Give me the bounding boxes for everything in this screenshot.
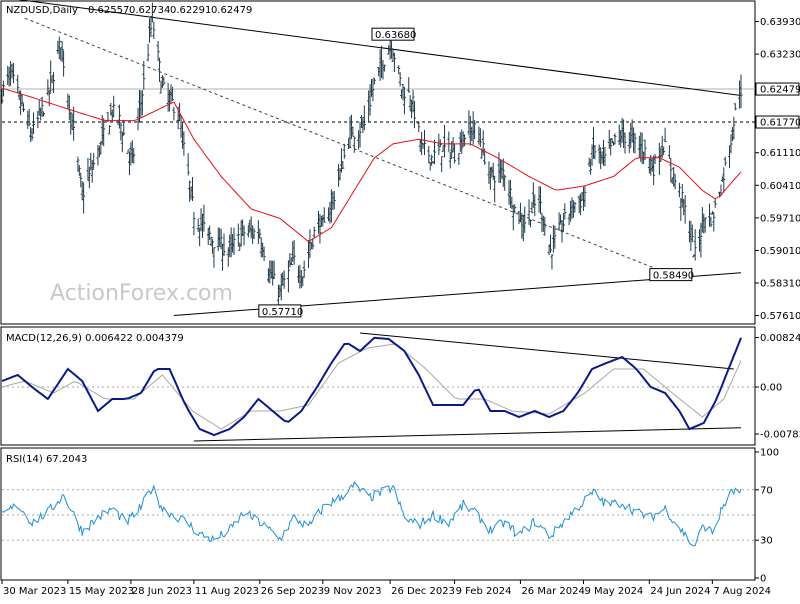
price-tick-6: 0.59710 [760, 213, 800, 224]
annotation-label-2: 0.58490 [653, 271, 694, 282]
price-tick-0: 0.63930 [760, 17, 800, 28]
ohlc-open: 0.62557 [88, 5, 129, 16]
x-tick-2: 28 Jun 2023 [132, 586, 192, 597]
annotation-label-1: 0.57710 [262, 307, 303, 318]
x-tick-9: 9 May 2024 [584, 586, 643, 597]
annotation-label-0: 0.63680 [375, 30, 416, 41]
rsi-tick-0: 100 [760, 448, 779, 459]
watermark: ActionForex.com [50, 281, 233, 306]
macd-title: MACD(12,26,9) 0.006422 0.004379 [6, 333, 184, 344]
macd-panel [1, 327, 755, 445]
rsi-panel [1, 448, 755, 580]
ohlc-close: 0.62479 [211, 5, 252, 16]
ohlc-high: 0.62734 [129, 5, 170, 16]
x-tick-5: 9 Nov 2023 [324, 586, 382, 597]
price-title: NZDUSD,Daily [6, 5, 78, 16]
x-tick-10: 24 Jun 2024 [650, 586, 710, 597]
x-tick-0: 30 Mar 2023 [3, 586, 66, 597]
price-tick-8: 0.58310 [760, 278, 800, 289]
price-tick-7: 0.59010 [760, 246, 800, 257]
ohlc-low: 0.62291 [170, 5, 211, 16]
x-tick-6: 26 Dec 2023 [391, 586, 455, 597]
rsi-title: RSI(14) 67.2043 [6, 454, 87, 465]
x-tick-7: 9 Feb 2024 [456, 586, 512, 597]
macd-tick-1: 0.00 [760, 383, 782, 394]
price-tick-3: 0.61770 [760, 118, 800, 129]
x-tick-1: 15 May 2023 [69, 586, 134, 597]
macd-tick-2: -0.007836 [760, 430, 800, 441]
price-tick-4: 0.61110 [760, 148, 800, 159]
price-tick-9: 0.57610 [760, 311, 800, 322]
rsi-tick-2: 30 [760, 536, 773, 547]
x-tick-8: 26 Mar 2024 [521, 586, 584, 597]
price-tick-2: 0.62479 [760, 85, 800, 96]
rsi-tick-1: 70 [760, 485, 773, 496]
rsi-tick-3: 0 [760, 574, 766, 585]
x-tick-3: 11 Aug 2023 [195, 586, 259, 597]
price-tick-5: 0.60410 [760, 181, 800, 192]
x-tick-4: 26 Sep 2023 [261, 586, 324, 597]
x-tick-11: 7 Aug 2024 [713, 586, 771, 597]
price-tick-1: 0.63230 [760, 50, 800, 61]
macd-tick-0: 0.008243 [760, 333, 800, 344]
